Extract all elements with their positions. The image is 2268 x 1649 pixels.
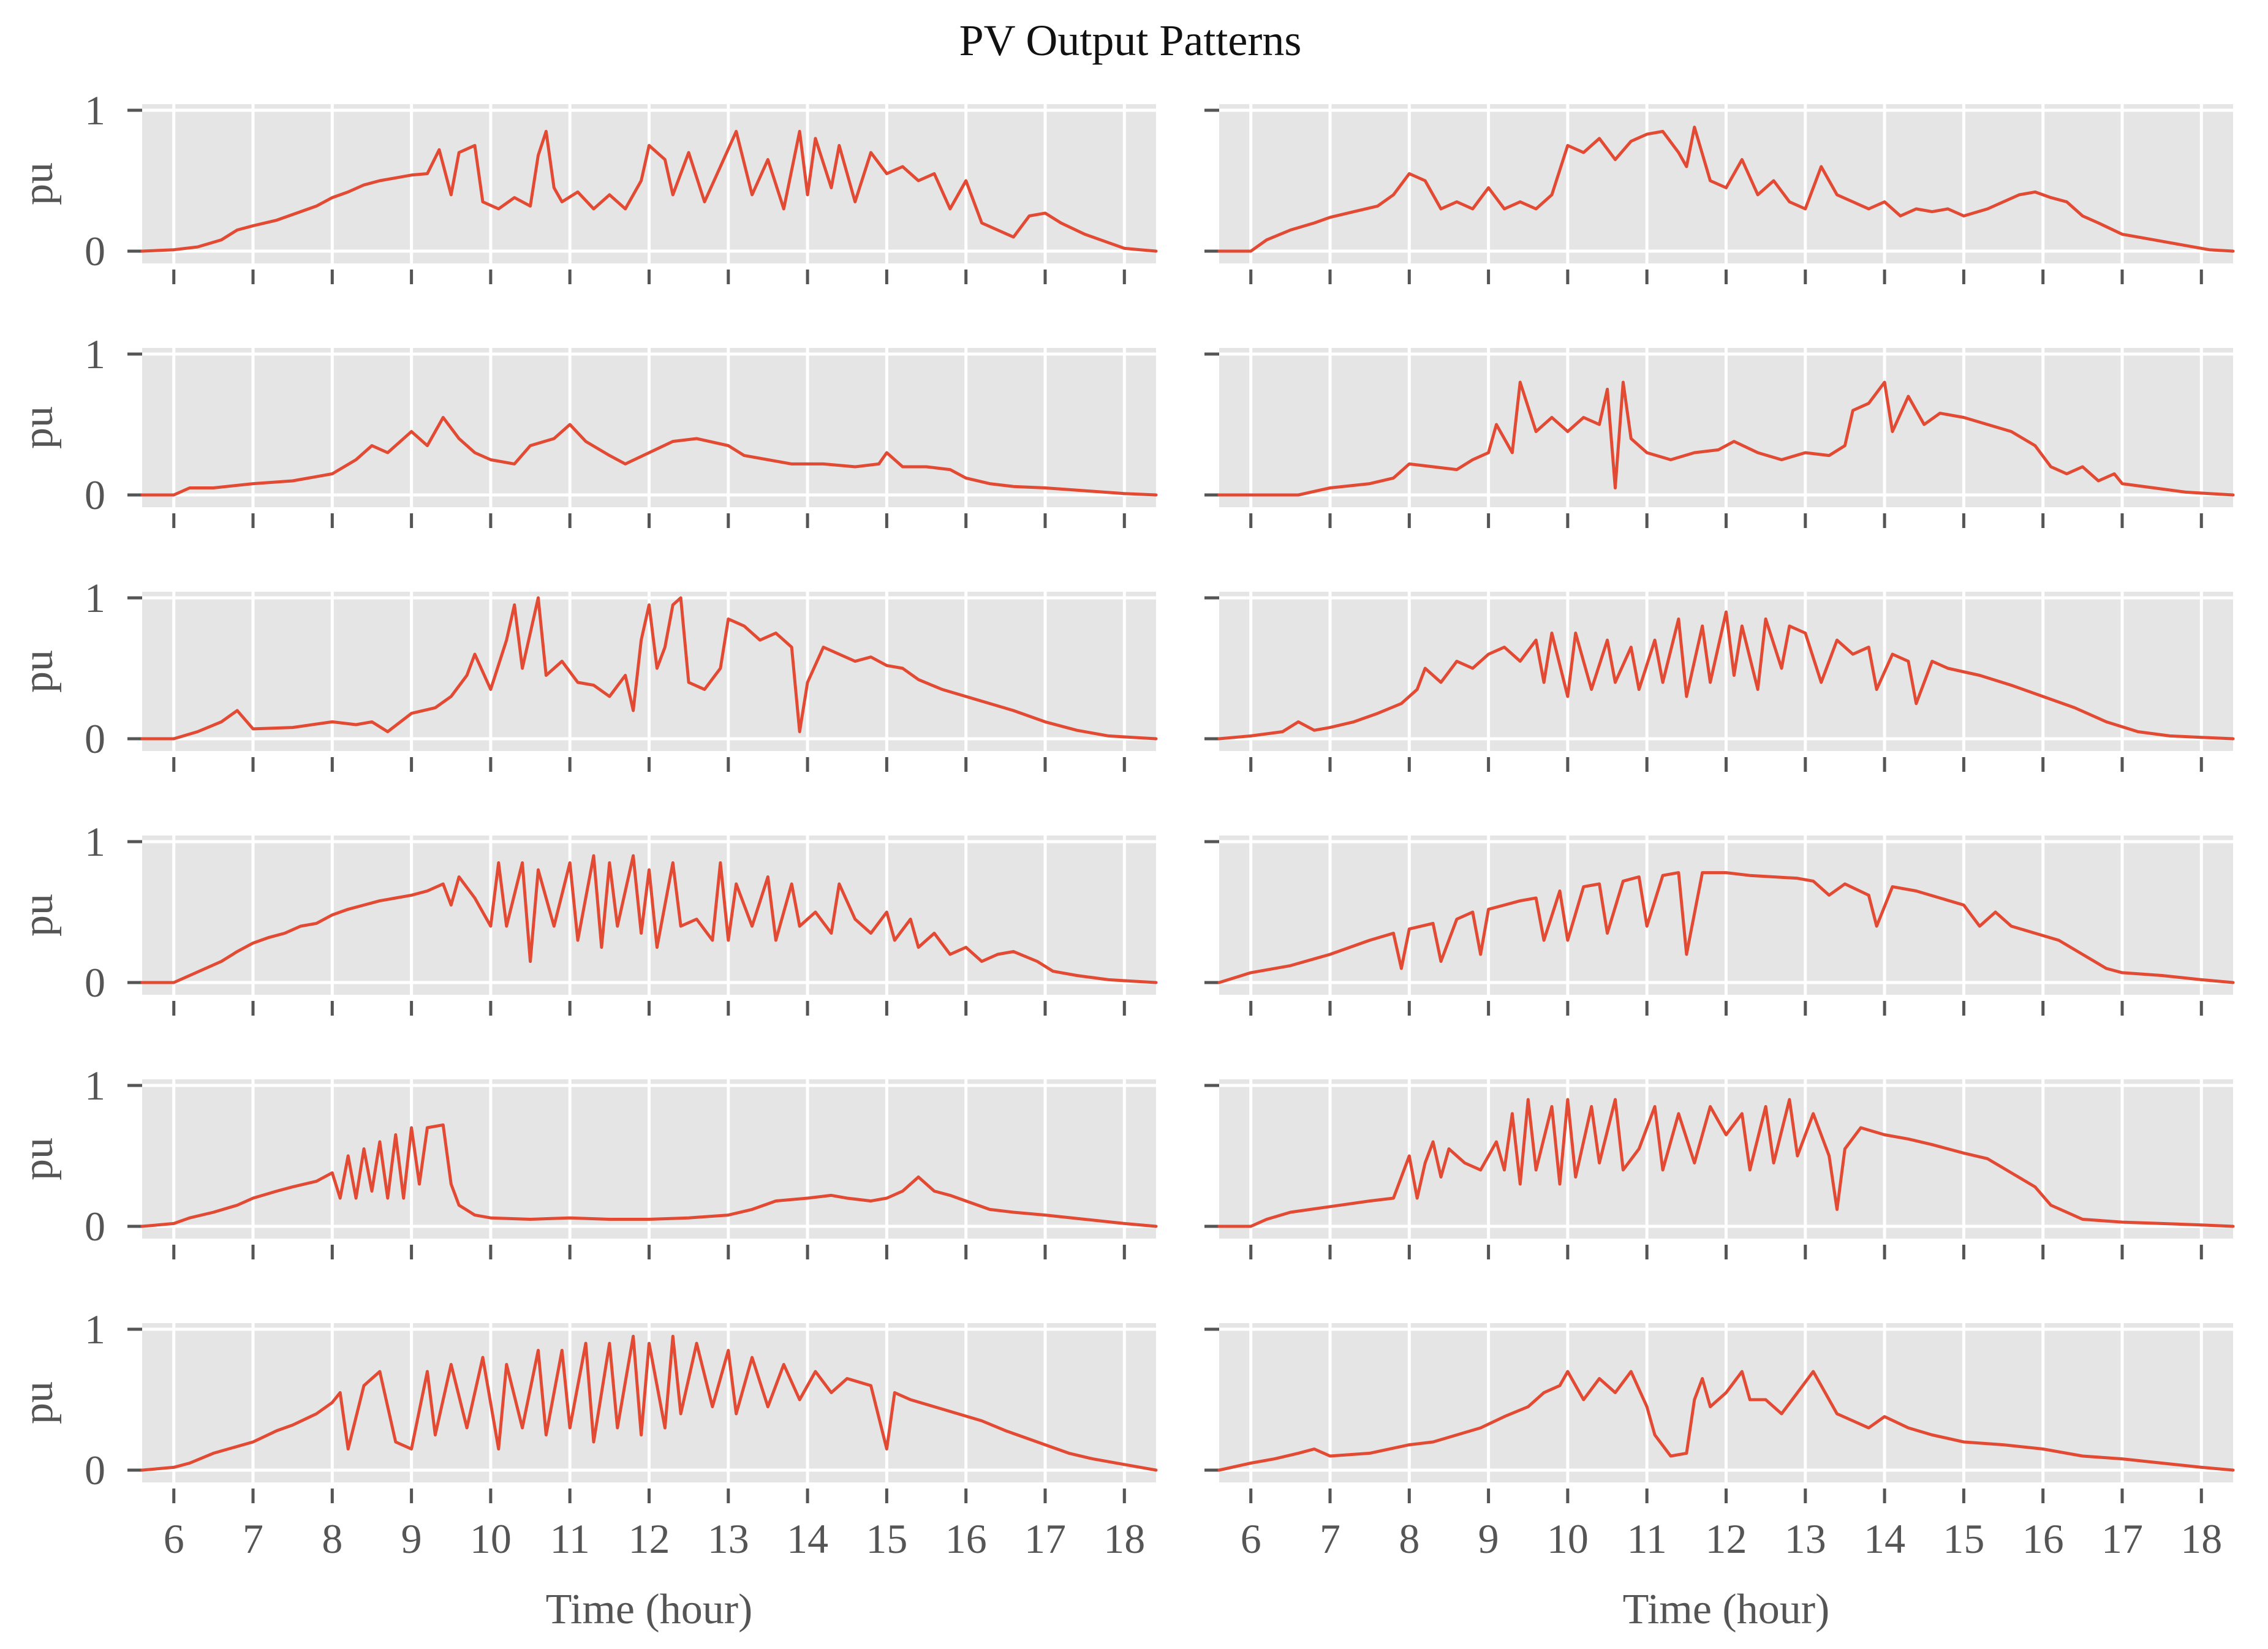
series-line xyxy=(1217,871,2235,984)
y-tick-label: 0 xyxy=(85,959,105,1006)
x-tick-label: 16 xyxy=(2022,1515,2064,1562)
x-tick-label: 6 xyxy=(164,1515,184,1562)
x-axis-label: Time (hour) xyxy=(1623,1586,1830,1633)
x-tick-label: 8 xyxy=(1399,1515,1419,1562)
y-tick-label: 0 xyxy=(85,472,105,518)
x-tick-label: 17 xyxy=(1024,1515,1066,1562)
series-line xyxy=(1217,610,2235,741)
series-line xyxy=(140,1123,1158,1228)
x-tick-label: 12 xyxy=(629,1515,670,1562)
x-axis-label: Time (hour) xyxy=(546,1586,753,1633)
x-tick-label: 7 xyxy=(243,1515,263,1562)
series-line xyxy=(140,130,1158,253)
y-tick-label: 0 xyxy=(85,1447,105,1493)
panel-row-2-right xyxy=(1204,348,2235,528)
panel-row-1-right xyxy=(1204,104,2235,284)
y-tick-label: 1 xyxy=(85,331,105,377)
y-axis-label: pu xyxy=(15,650,62,693)
x-tick-label: 13 xyxy=(708,1515,749,1562)
x-tick-label: 10 xyxy=(1547,1515,1589,1562)
x-tick-label: 11 xyxy=(1627,1515,1666,1562)
x-tick-label: 18 xyxy=(1103,1515,1145,1562)
y-axis-label: pu xyxy=(15,1381,62,1424)
x-tick-label: 14 xyxy=(787,1515,828,1562)
series-line xyxy=(140,854,1158,984)
y-axis-label: pu xyxy=(15,162,62,205)
x-tick-label: 15 xyxy=(866,1515,907,1562)
x-tick-label: 11 xyxy=(550,1515,589,1562)
x-tick-label: 18 xyxy=(2180,1515,2222,1562)
series-line xyxy=(140,1335,1158,1472)
y-tick-label: 1 xyxy=(85,575,105,621)
panel-row-2-left: 0 1 pu xyxy=(15,331,1158,528)
x-tick-label: 9 xyxy=(1478,1515,1499,1562)
x-tick-label: 14 xyxy=(1864,1515,1905,1562)
x-tick-label: 15 xyxy=(1943,1515,1984,1562)
x-tick-label: 9 xyxy=(401,1515,422,1562)
series-line xyxy=(1217,1370,2235,1472)
y-axis-label: pu xyxy=(15,406,62,449)
panel-row-4-right xyxy=(1204,836,2235,1016)
series-line xyxy=(1217,126,2235,253)
y-tick-label: 1 xyxy=(85,87,105,134)
y-axis-label: pu xyxy=(15,1138,62,1180)
panel-row-4-left: 0 1 pu xyxy=(15,818,1158,1016)
series-line xyxy=(1217,380,2235,497)
x-tick-label: 7 xyxy=(1320,1515,1340,1562)
y-tick-label: 1 xyxy=(85,1062,105,1109)
x-tick-label: 16 xyxy=(945,1515,987,1562)
series-line xyxy=(140,596,1158,741)
x-tick-label: 12 xyxy=(1706,1515,1747,1562)
panel-row-6-left: 0 1 pu 6 7 8 9 10 11 12 13 14 15 16 17 18 Time (hour) xyxy=(15,1306,1158,1633)
panel-row-3-left: 0 1 pu xyxy=(15,575,1158,772)
x-tick-label: 13 xyxy=(1785,1515,1826,1562)
y-axis-label: pu xyxy=(15,894,62,937)
panel-row-5-left: 0 1 pu xyxy=(15,1062,1158,1259)
x-tick-label: 6 xyxy=(1241,1515,1261,1562)
panel-grid: 0 1 pu 0 1 pu 0 1 pu 0 1 pu 0 1 pu 0 1 pu 6 7 8 9 10 11 12 13 14 15… xyxy=(15,87,2235,1633)
panel-row-3-right xyxy=(1204,592,2235,772)
panel-row-1-left: 0 1 pu xyxy=(15,87,1158,284)
y-tick-label: 0 xyxy=(85,228,105,274)
figure-title: PV Output Patterns xyxy=(959,16,1302,65)
panel-row-6-right: 6 7 8 9 10 11 12 13 14 15 16 17 18 Time (hour) xyxy=(1204,1323,2235,1633)
series-line xyxy=(1217,1098,2235,1228)
y-tick-label: 0 xyxy=(85,715,105,762)
series-line xyxy=(140,416,1158,497)
y-tick-label: 1 xyxy=(85,818,105,865)
x-tick-label: 10 xyxy=(470,1515,512,1562)
x-tick-label: 17 xyxy=(2101,1515,2143,1562)
x-tick-label: 8 xyxy=(322,1515,342,1562)
y-tick-label: 1 xyxy=(85,1306,105,1353)
y-tick-label: 0 xyxy=(85,1203,105,1250)
panel-row-5-right xyxy=(1204,1079,2235,1259)
